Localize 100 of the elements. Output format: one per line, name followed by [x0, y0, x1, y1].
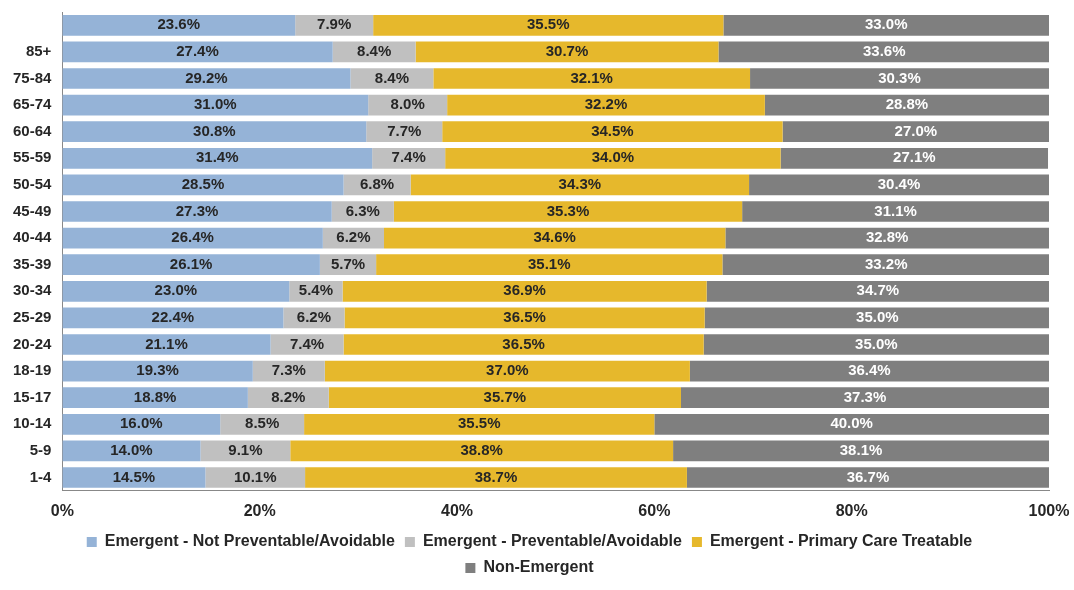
bar: [725, 227, 1049, 249]
data-label: 5.4%: [298, 281, 334, 299]
data-label: 37.0%: [486, 361, 529, 379]
y-tick-label: 40-44: [12, 228, 53, 246]
bar: [62, 467, 206, 488]
data-label: 35.3%: [546, 201, 590, 219]
bar: [749, 174, 1049, 196]
y-tick-label: 25-29: [12, 308, 52, 326]
data-label: 7.4%: [391, 148, 426, 166]
data-label: 35.5%: [527, 15, 570, 33]
bar: [673, 440, 1049, 462]
data-label: 28.5%: [181, 175, 225, 193]
bar: [706, 280, 1049, 302]
legend-label: Emergent - Preventable/Avoidable: [422, 532, 683, 550]
data-label: 32.2%: [584, 95, 628, 113]
data-label: 6.3%: [345, 201, 380, 219]
bar: [703, 334, 1049, 355]
data-label: 34.3%: [558, 175, 602, 193]
data-label: 10.1%: [233, 467, 277, 485]
bar: [704, 307, 1049, 329]
data-label: 29.2%: [185, 68, 228, 86]
bar: [442, 121, 783, 143]
data-label: 6.2%: [336, 228, 371, 246]
bar: [384, 227, 726, 249]
bar: [343, 334, 704, 355]
data-label: 7.3%: [271, 361, 306, 379]
legend-label: Emergent - Not Preventable/Avoidable: [104, 532, 395, 550]
data-label: 36.9%: [503, 281, 546, 299]
data-label: 34.7%: [856, 281, 900, 299]
data-label: 6.8%: [360, 175, 395, 193]
data-label: 27.3%: [175, 201, 219, 219]
data-label: 27.1%: [893, 148, 936, 166]
data-label: 8.2%: [271, 387, 306, 405]
bar: [290, 440, 674, 462]
data-label: 34.6%: [533, 228, 576, 246]
bar: [62, 254, 320, 276]
data-label: 9.1%: [228, 441, 263, 459]
bar: [680, 387, 1049, 409]
bar: [410, 174, 750, 196]
data-label: 21.1%: [145, 334, 188, 352]
y-tick-label: 10-14: [12, 414, 53, 432]
bar: [750, 68, 1049, 89]
data-label: 7.9%: [317, 15, 352, 33]
data-label: 30.7%: [545, 42, 589, 60]
data-label: 36.4%: [848, 361, 891, 379]
data-label: 35.0%: [855, 334, 898, 352]
y-tick-label: 60-64: [12, 121, 53, 139]
bar: [62, 307, 284, 329]
y-tick-label: 5-9: [29, 441, 52, 459]
bar: [62, 387, 248, 409]
bar: [305, 467, 687, 488]
bar: [62, 413, 221, 435]
legend-label: Emergent - Primary Care Treatable: [709, 532, 973, 550]
data-label: 14.5%: [112, 467, 156, 485]
legend-label: Non-Emergent: [483, 558, 595, 576]
y-tick-label: 75-84: [12, 68, 53, 86]
data-label: 8.0%: [390, 95, 425, 113]
data-label: 32.8%: [865, 228, 909, 246]
x-tick-label: 0%: [50, 501, 74, 519]
data-label: 7.4%: [289, 334, 325, 352]
bar: [328, 387, 681, 409]
bar: [62, 94, 369, 116]
data-label: 23.0%: [154, 281, 198, 299]
data-label: 19.3%: [136, 361, 179, 379]
bar: [62, 334, 271, 355]
bar: [62, 201, 332, 222]
y-tick-label: 65-74: [12, 95, 53, 113]
x-tick-label: 60%: [638, 501, 671, 519]
bar: [433, 68, 751, 89]
data-label: 37.3%: [843, 387, 887, 405]
bar: [654, 413, 1049, 435]
bar: [373, 14, 724, 36]
data-label: 8.4%: [357, 42, 392, 60]
data-label: 38.7%: [474, 467, 518, 485]
y-tick-label: 45-49: [12, 201, 52, 219]
x-tick-label: 40%: [441, 501, 474, 519]
bar: [62, 121, 367, 143]
bar: [62, 41, 333, 63]
bar: [342, 280, 707, 302]
bar: [447, 94, 765, 116]
bar: [445, 147, 781, 169]
bar: [62, 147, 373, 169]
bar: [62, 14, 296, 36]
x-tick-label: 100%: [1028, 501, 1070, 519]
data-label: 35.5%: [457, 414, 501, 432]
data-label: 23.6%: [157, 15, 201, 33]
data-label: 22.4%: [151, 308, 195, 326]
y-tick-label: 50-54: [12, 175, 53, 193]
data-label: 38.8%: [460, 441, 503, 459]
data-label: 36.5%: [502, 334, 545, 352]
data-label: 40.0%: [830, 414, 873, 432]
bar: [393, 201, 743, 222]
data-label: 31.4%: [195, 148, 239, 166]
data-label: 35.0%: [856, 308, 899, 326]
data-label: 26.4%: [171, 228, 214, 246]
data-label: 34.5%: [591, 121, 634, 139]
y-tick-label: 20-24: [12, 334, 53, 352]
data-label: 33.0%: [864, 15, 908, 33]
data-label: 30.8%: [193, 121, 236, 139]
data-label: 34.0%: [591, 148, 635, 166]
